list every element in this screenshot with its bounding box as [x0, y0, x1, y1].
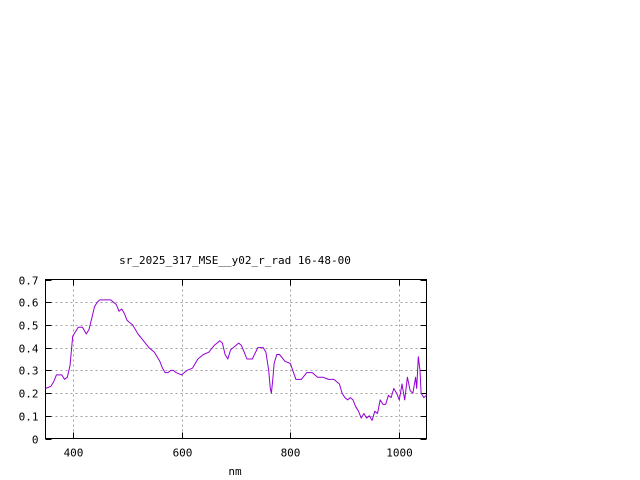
x-axis-label: nm: [228, 465, 242, 478]
y-tick-label: 0.1: [19, 411, 39, 424]
x-tick-label: 600: [173, 447, 193, 460]
x-tick-label: 800: [281, 447, 301, 460]
y-tick-label: 0.3: [19, 365, 39, 378]
y-tick-label: 0.6: [19, 297, 39, 310]
x-tick-label: 400: [64, 447, 84, 460]
series-layer: [45, 299, 427, 421]
y-tick-label: 0.4: [19, 343, 39, 356]
grid: [45, 279, 427, 439]
series-line: [45, 299, 427, 421]
y-tick-label: 0.5: [19, 320, 39, 333]
y-tick-label: 0.2: [19, 388, 39, 401]
x-tick-label: 1000: [386, 447, 413, 460]
chart-title: sr_2025_317_MSE__y02_r_rad 16-48-00: [119, 254, 351, 267]
plot-frame: [45, 279, 427, 439]
y-tick-label: 0: [32, 434, 39, 447]
y-tick-label: 0.7: [19, 275, 39, 288]
axis-ticks: 0 0.1 0.2 0.3 0.4 0.5 0.6 0.7 400 600 800 1000: [19, 275, 427, 460]
